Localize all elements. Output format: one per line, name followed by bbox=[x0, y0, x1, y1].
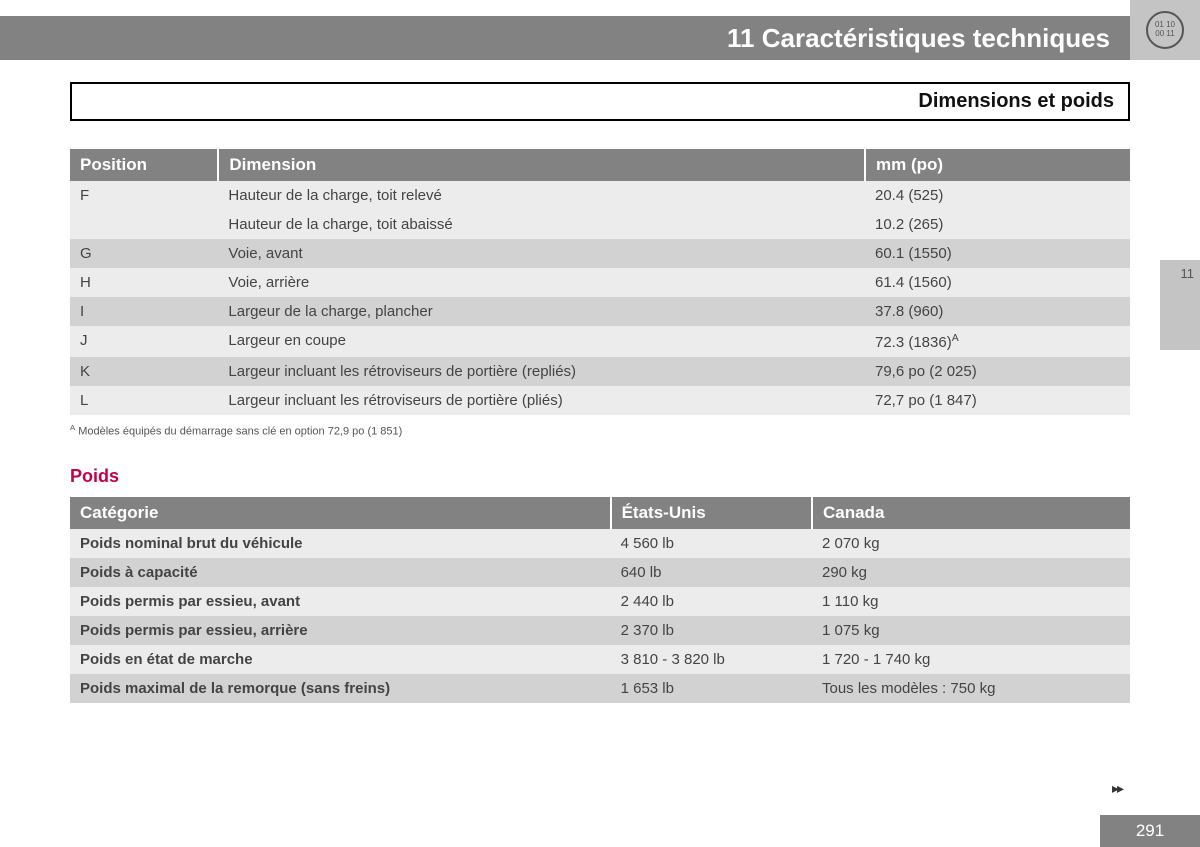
cell-dimension: Largeur de la charge, plancher bbox=[218, 297, 865, 326]
cell-us: 640 lb bbox=[611, 558, 812, 587]
col-category: Catégorie bbox=[70, 497, 611, 529]
cell-us: 2 440 lb bbox=[611, 587, 812, 616]
table-row: Poids en état de marche3 810 - 3 820 lb1… bbox=[70, 645, 1130, 674]
cell-value: 61.4 (1560) bbox=[865, 268, 1130, 297]
col-us: États-Unis bbox=[611, 497, 812, 529]
table-row: Poids nominal brut du véhicule4 560 lb2 … bbox=[70, 529, 1130, 558]
table-row: FHauteur de la charge, toit relevé20.4 (… bbox=[70, 181, 1130, 210]
header-icon-tab: 01 10 00 11 bbox=[1130, 0, 1200, 60]
cell-dimension: Hauteur de la charge, toit abaissé bbox=[218, 210, 865, 239]
cell-canada: 290 kg bbox=[812, 558, 1130, 587]
cell-dimension: Largeur incluant les rétroviseurs de por… bbox=[218, 357, 865, 386]
cell-position: L bbox=[70, 386, 218, 415]
cell-value: 20.4 (525) bbox=[865, 181, 1130, 210]
table-row: Poids maximal de la remorque (sans frein… bbox=[70, 674, 1130, 703]
table-row: Poids à capacité640 lb290 kg bbox=[70, 558, 1130, 587]
cell-canada: 1 075 kg bbox=[812, 616, 1130, 645]
col-dimension: Dimension bbox=[218, 149, 865, 181]
col-mm-po: mm (po) bbox=[865, 149, 1130, 181]
weights-table: Catégorie États-Unis Canada Poids nomina… bbox=[70, 497, 1130, 703]
table-row: Poids permis par essieu, arrière2 370 lb… bbox=[70, 616, 1130, 645]
table-row: LLargeur incluant les rétroviseurs de po… bbox=[70, 386, 1130, 415]
table-row: KLargeur incluant les rétroviseurs de po… bbox=[70, 357, 1130, 386]
cell-category: Poids permis par essieu, avant bbox=[70, 587, 611, 616]
cell-canada: 2 070 kg bbox=[812, 529, 1130, 558]
cell-us: 2 370 lb bbox=[611, 616, 812, 645]
section-title: Dimensions et poids bbox=[70, 82, 1130, 121]
table-row: ILargeur de la charge, plancher37.8 (960… bbox=[70, 297, 1130, 326]
dimensions-table: Position Dimension mm (po) FHauteur de l… bbox=[70, 149, 1130, 415]
chapter-title: 11 Caractéristiques techniques bbox=[727, 23, 1110, 54]
cell-position: I bbox=[70, 297, 218, 326]
cell-category: Poids en état de marche bbox=[70, 645, 611, 674]
cell-position: J bbox=[70, 326, 218, 357]
cell-dimension: Hauteur de la charge, toit relevé bbox=[218, 181, 865, 210]
table-header-row: Position Dimension mm (po) bbox=[70, 149, 1130, 181]
footnote-a: A Modèles équipés du démarrage sans clé … bbox=[70, 423, 1130, 438]
table-row: HVoie, arrière61.4 (1560) bbox=[70, 268, 1130, 297]
chapter-number: 11 bbox=[727, 23, 755, 53]
cell-us: 4 560 lb bbox=[611, 529, 812, 558]
cell-value: 79,6 po (2 025) bbox=[865, 357, 1130, 386]
weights-heading: Poids bbox=[70, 466, 1130, 487]
cell-us: 1 653 lb bbox=[611, 674, 812, 703]
cell-canada: 1 720 - 1 740 kg bbox=[812, 645, 1130, 674]
cell-category: Poids maximal de la remorque (sans frein… bbox=[70, 674, 611, 703]
cell-value: 60.1 (1550) bbox=[865, 239, 1130, 268]
cell-value: 72.3 (1836)A bbox=[865, 326, 1130, 357]
cell-us: 3 810 - 3 820 lb bbox=[611, 645, 812, 674]
table-header-row: Catégorie États-Unis Canada bbox=[70, 497, 1130, 529]
cell-category: Poids à capacité bbox=[70, 558, 611, 587]
chapter-header-bar: 11 Caractéristiques techniques bbox=[0, 16, 1200, 60]
cell-canada: Tous les modèles : 750 kg bbox=[812, 674, 1130, 703]
cell-position: G bbox=[70, 239, 218, 268]
table-row: JLargeur en coupe72.3 (1836)A bbox=[70, 326, 1130, 357]
cell-category: Poids nominal brut du véhicule bbox=[70, 529, 611, 558]
cell-dimension: Largeur en coupe bbox=[218, 326, 865, 357]
cell-position bbox=[70, 210, 218, 239]
table-row: GVoie, avant60.1 (1550) bbox=[70, 239, 1130, 268]
table-row: Poids permis par essieu, avant2 440 lb1 … bbox=[70, 587, 1130, 616]
table-row: Hauteur de la charge, toit abaissé10.2 (… bbox=[70, 210, 1130, 239]
cell-position: F bbox=[70, 181, 218, 210]
continue-arrows-icon: ▸▸ bbox=[1112, 780, 1122, 797]
cell-value: 10.2 (265) bbox=[865, 210, 1130, 239]
chapter-name: Caractéristiques techniques bbox=[762, 23, 1110, 53]
cell-position: K bbox=[70, 357, 218, 386]
cell-value: 37.8 (960) bbox=[865, 297, 1130, 326]
cell-position: H bbox=[70, 268, 218, 297]
cell-dimension: Largeur incluant les rétroviseurs de por… bbox=[218, 386, 865, 415]
side-chapter-tab: 11 bbox=[1160, 260, 1200, 350]
cell-value: 72,7 po (1 847) bbox=[865, 386, 1130, 415]
binary-circle-icon: 01 10 00 11 bbox=[1146, 11, 1184, 49]
col-position: Position bbox=[70, 149, 218, 181]
cell-dimension: Voie, arrière bbox=[218, 268, 865, 297]
col-canada: Canada bbox=[812, 497, 1130, 529]
page-content: Dimensions et poids Position Dimension m… bbox=[70, 82, 1130, 703]
page-number: 291 bbox=[1100, 815, 1200, 847]
cell-canada: 1 110 kg bbox=[812, 587, 1130, 616]
cell-dimension: Voie, avant bbox=[218, 239, 865, 268]
cell-category: Poids permis par essieu, arrière bbox=[70, 616, 611, 645]
